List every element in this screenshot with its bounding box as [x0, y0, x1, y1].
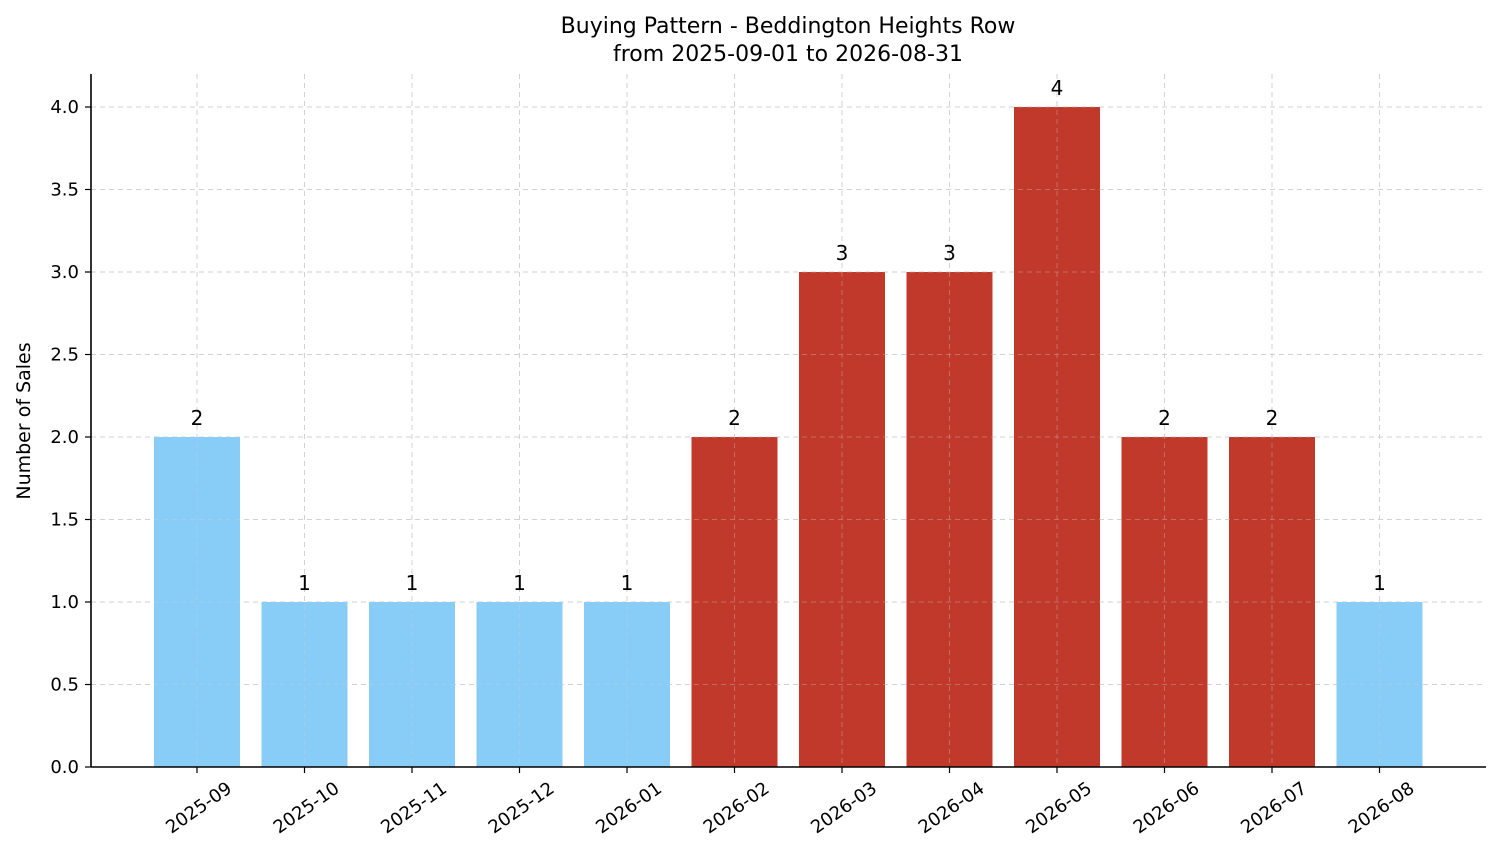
y-tick-label: 3.0: [50, 262, 79, 283]
x-tick-label: 2025-10: [270, 778, 344, 838]
x-tick-label: 2026-04: [915, 778, 989, 838]
data-label-2026-07: 2: [1266, 406, 1279, 430]
chart-subtitle: from 2025-09-01 to 2026-08-31: [613, 42, 963, 67]
bar-2025-10: [261, 602, 348, 767]
y-tick-label: 0.0: [50, 757, 79, 778]
bar-2026-03: [799, 272, 885, 767]
x-tick-label: 2025-11: [377, 778, 451, 838]
bar-2026-07: [1229, 437, 1315, 767]
bar-2026-02: [691, 437, 778, 767]
data-label-2026-06: 2: [1158, 406, 1171, 430]
data-label-2026-01: 1: [621, 571, 634, 595]
bar-2026-05: [1014, 107, 1100, 767]
data-label-2026-04: 3: [943, 241, 956, 265]
x-tick-label: 2026-06: [1130, 778, 1204, 838]
y-tick-label: 2.0: [50, 427, 79, 448]
data-label-2026-08: 1: [1373, 571, 1386, 595]
bar-2026-04: [906, 272, 993, 767]
x-tick-label: 2026-08: [1345, 778, 1419, 838]
data-label-2025-09: 2: [191, 406, 204, 430]
y-tick-label: 0.5: [50, 675, 79, 696]
bar-2026-06: [1121, 437, 1208, 767]
x-tick-label: 2026-07: [1237, 778, 1311, 838]
bar-2025-09: [154, 437, 240, 767]
data-label-2026-02: 2: [728, 406, 741, 430]
y-tick-label: 1.0: [50, 592, 79, 613]
y-tick-label: 3.5: [50, 180, 79, 201]
y-tick-label: 2.5: [50, 345, 79, 366]
bar-2026-01: [584, 602, 670, 767]
data-label-2026-03: 3: [836, 241, 849, 265]
data-labels-layer: 2 1 1 1 1 2 3 3 4 2 2 1: [191, 76, 1386, 595]
y-tick-label: 4.0: [50, 97, 79, 118]
x-tick-label: 2026-01: [592, 778, 666, 838]
y-tick-label: 1.5: [50, 510, 79, 531]
x-tick-label: 2026-05: [1022, 778, 1096, 838]
chart-title: Buying Pattern - Beddington Heights Row: [561, 14, 1016, 39]
bars-layer: [154, 107, 1423, 767]
x-tick-label: 2025-12: [485, 778, 559, 838]
x-tick-label: 2026-02: [700, 778, 774, 838]
data-label-2025-10: 1: [298, 571, 311, 595]
x-tick-label: 2025-09: [162, 778, 236, 838]
data-label-2026-05: 4: [1051, 76, 1064, 100]
bar-2025-11: [369, 602, 455, 767]
data-label-2025-12: 1: [513, 571, 526, 595]
y-axis-label: Number of Sales: [13, 342, 35, 499]
bar-2026-08: [1336, 602, 1423, 767]
data-label-2025-11: 1: [406, 571, 419, 595]
bar-2025-12: [476, 602, 563, 767]
x-tick-label: 2026-03: [807, 778, 881, 838]
